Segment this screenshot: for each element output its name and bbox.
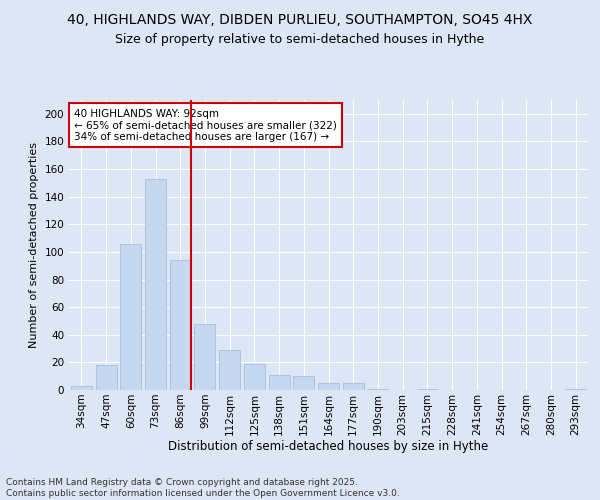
Bar (71, 386, 92, 390)
Bar (293, 376, 314, 390)
Bar (145, 178, 166, 390)
Bar (565, 388, 586, 390)
Bar (194, 324, 215, 390)
Bar (318, 383, 339, 390)
X-axis label: Distribution of semi-detached houses by size in Hythe: Distribution of semi-detached houses by … (169, 440, 488, 454)
Bar (120, 244, 141, 390)
Text: Size of property relative to semi-detached houses in Hythe: Size of property relative to semi-detach… (115, 32, 485, 46)
Bar (95, 365, 116, 390)
Bar (219, 350, 240, 390)
Bar (269, 375, 290, 390)
Y-axis label: Number of semi-detached properties: Number of semi-detached properties (29, 142, 39, 348)
Text: Contains HM Land Registry data © Crown copyright and database right 2025.
Contai: Contains HM Land Registry data © Crown c… (6, 478, 400, 498)
Bar (244, 364, 265, 390)
Text: 40, HIGHLANDS WAY, DIBDEN PURLIEU, SOUTHAMPTON, SO45 4HX: 40, HIGHLANDS WAY, DIBDEN PURLIEU, SOUTH… (67, 12, 533, 26)
Bar (343, 383, 364, 390)
Bar (170, 260, 191, 390)
Bar (417, 388, 438, 390)
Text: 40 HIGHLANDS WAY: 92sqm
← 65% of semi-detached houses are smaller (322)
34% of s: 40 HIGHLANDS WAY: 92sqm ← 65% of semi-de… (74, 108, 337, 142)
Bar (367, 388, 388, 390)
